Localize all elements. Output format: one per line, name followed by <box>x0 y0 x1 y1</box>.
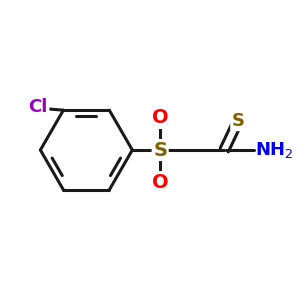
Text: S: S <box>153 140 167 160</box>
Text: S: S <box>232 112 245 130</box>
Text: Cl: Cl <box>28 98 48 116</box>
Text: NH$_2$: NH$_2$ <box>255 140 293 160</box>
Text: O: O <box>152 172 169 191</box>
Text: O: O <box>152 109 169 128</box>
